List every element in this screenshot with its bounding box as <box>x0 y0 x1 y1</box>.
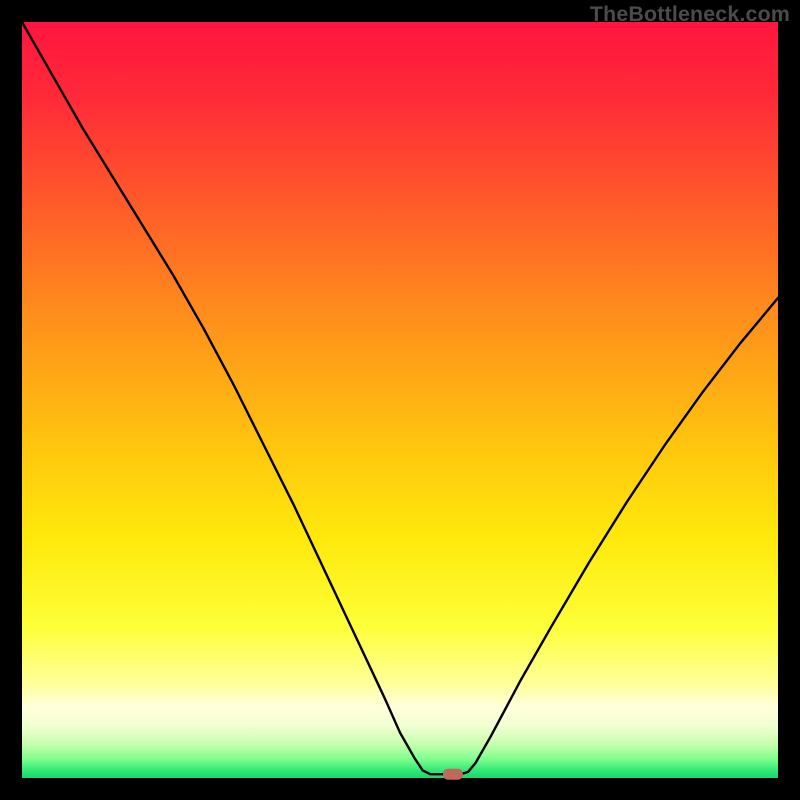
plot-background <box>22 22 778 778</box>
optimum-marker <box>443 769 463 780</box>
watermark-text: TheBottleneck.com <box>590 2 790 27</box>
bottleneck-chart <box>0 0 800 800</box>
